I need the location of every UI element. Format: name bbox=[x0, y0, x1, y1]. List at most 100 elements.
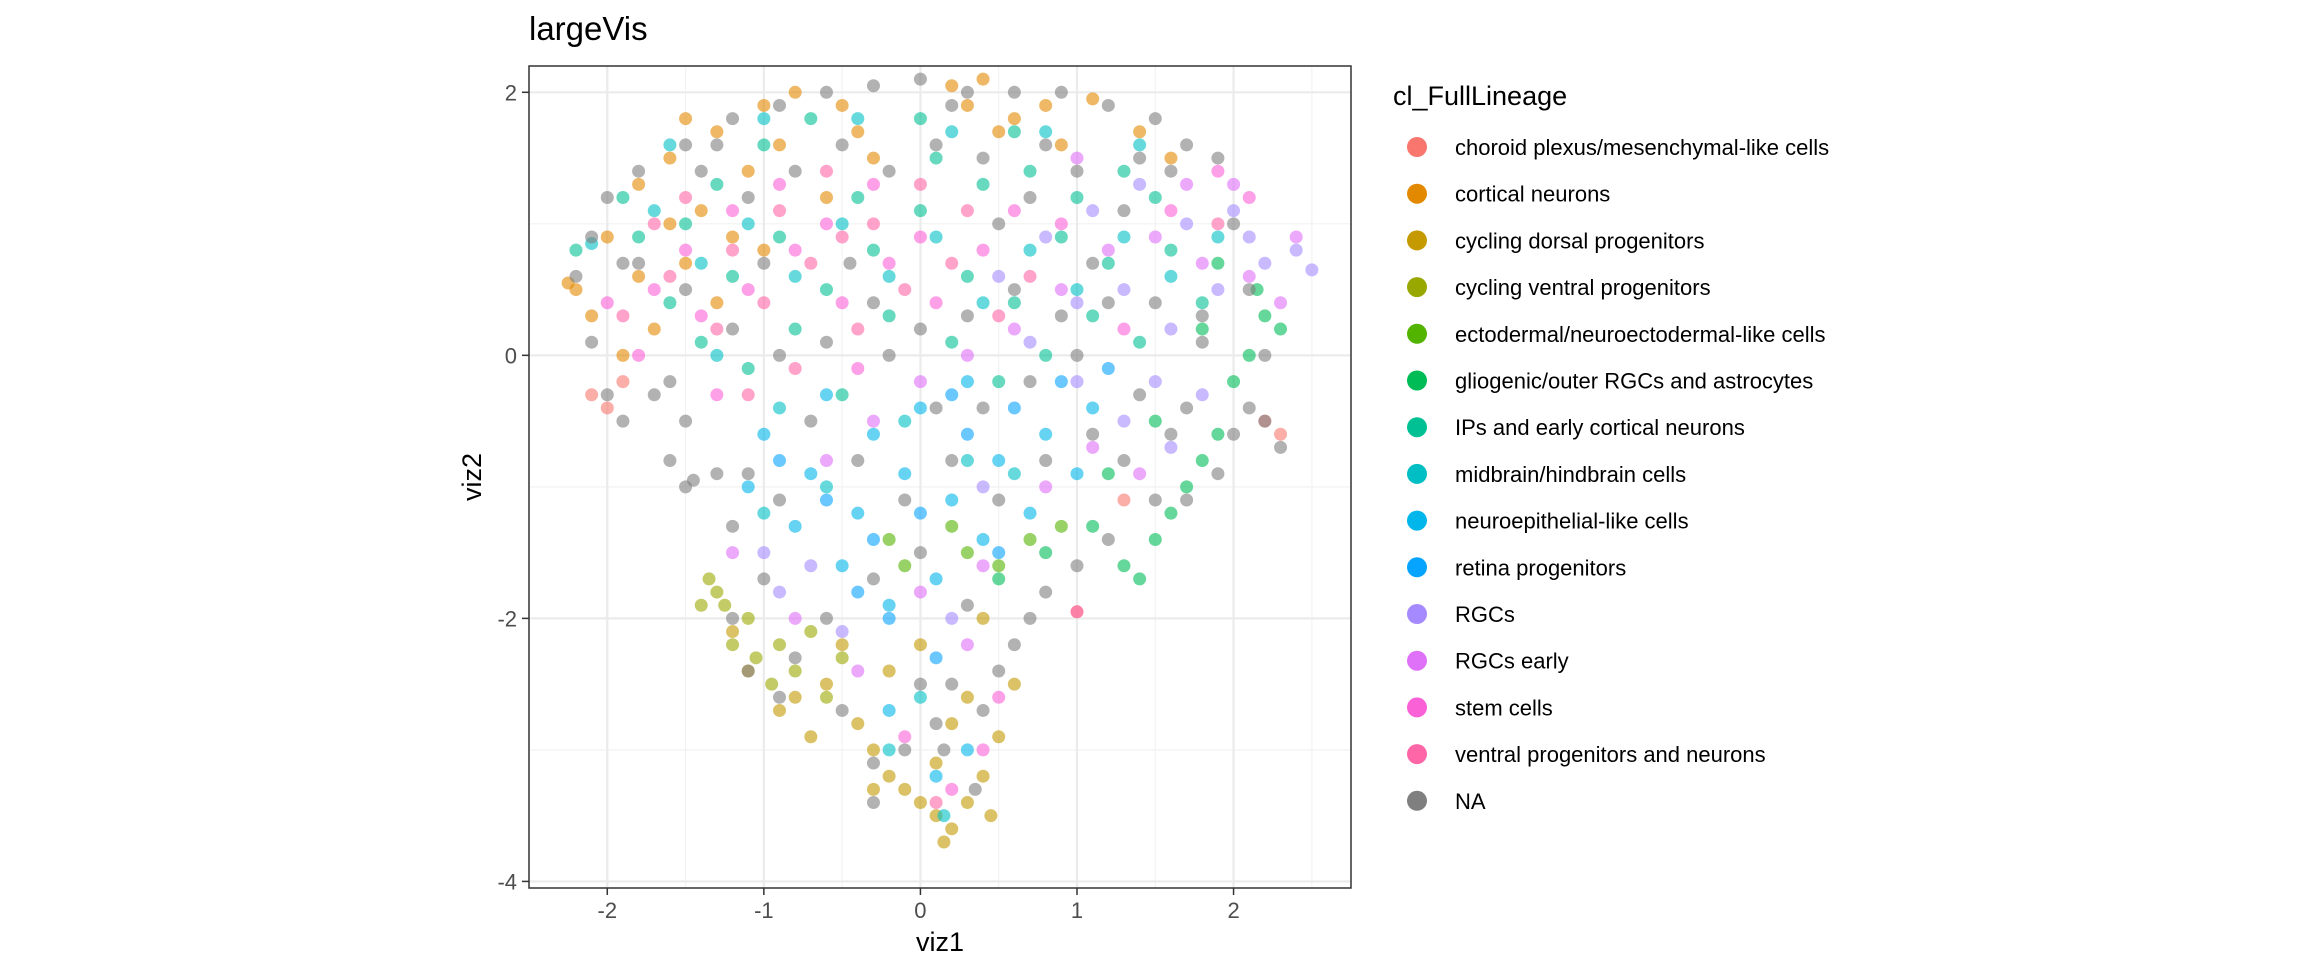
data-point bbox=[569, 269, 583, 283]
data-point bbox=[1039, 348, 1053, 362]
data-point bbox=[866, 296, 880, 310]
legend-label: choroid plexus/mesenchymal-like cells bbox=[1455, 135, 1829, 160]
data-point bbox=[1211, 151, 1225, 165]
data-point bbox=[976, 703, 990, 717]
data-point bbox=[960, 638, 974, 652]
data-point bbox=[726, 230, 740, 244]
data-point bbox=[726, 243, 740, 257]
data-point bbox=[1164, 164, 1178, 178]
data-point bbox=[882, 309, 896, 323]
data-point bbox=[1227, 217, 1241, 231]
data-point bbox=[1195, 256, 1209, 270]
data-point bbox=[929, 769, 943, 783]
legend: cl_FullLineage choroid plexus/mesenchyma… bbox=[1393, 81, 1829, 814]
data-point bbox=[1070, 605, 1084, 619]
data-point bbox=[726, 611, 740, 625]
data-point bbox=[913, 322, 927, 336]
data-point bbox=[1086, 92, 1100, 106]
data-point bbox=[773, 638, 787, 652]
series-group bbox=[992, 256, 1288, 586]
data-point bbox=[1133, 125, 1147, 139]
data-point bbox=[819, 611, 833, 625]
data-point bbox=[913, 690, 927, 704]
data-point bbox=[976, 401, 990, 415]
data-point bbox=[929, 756, 943, 770]
data-point bbox=[632, 348, 646, 362]
series-group bbox=[726, 151, 1303, 678]
data-point bbox=[1070, 296, 1084, 310]
y-tick-label: -2 bbox=[497, 606, 517, 631]
data-point bbox=[726, 269, 740, 283]
data-point bbox=[710, 388, 724, 402]
data-point bbox=[726, 204, 740, 218]
data-point bbox=[1195, 454, 1209, 468]
data-point bbox=[788, 322, 802, 336]
data-point bbox=[1180, 493, 1194, 507]
data-point bbox=[1086, 519, 1100, 533]
legend-entry: ectodermal/neuroectodermal-like cells bbox=[1407, 322, 1826, 347]
data-point bbox=[788, 85, 802, 99]
legend-label: neuroepithelial-like cells bbox=[1455, 509, 1689, 534]
data-point bbox=[679, 138, 693, 152]
data-point bbox=[992, 559, 1006, 573]
data-point bbox=[1039, 454, 1053, 468]
data-point bbox=[835, 217, 849, 231]
data-point bbox=[992, 664, 1006, 678]
data-point bbox=[686, 473, 700, 487]
data-point bbox=[976, 559, 990, 573]
data-point bbox=[1274, 440, 1288, 454]
data-point bbox=[632, 164, 646, 178]
data-point bbox=[1101, 98, 1115, 112]
data-point bbox=[694, 335, 708, 349]
data-point bbox=[851, 585, 865, 599]
data-point bbox=[741, 164, 755, 178]
data-point bbox=[835, 296, 849, 310]
data-point bbox=[945, 677, 959, 691]
data-point bbox=[804, 625, 818, 639]
data-point bbox=[1180, 401, 1194, 415]
data-point bbox=[1039, 125, 1053, 139]
data-point bbox=[1195, 322, 1209, 336]
data-point bbox=[804, 414, 818, 428]
data-point bbox=[819, 164, 833, 178]
data-point bbox=[1101, 532, 1115, 546]
data-point bbox=[882, 348, 896, 362]
data-point bbox=[710, 585, 724, 599]
legend-entry: midbrain/hindbrain cells bbox=[1407, 462, 1686, 487]
data-point bbox=[866, 572, 880, 586]
data-point bbox=[1195, 296, 1209, 310]
data-point bbox=[788, 651, 802, 665]
data-point bbox=[632, 177, 646, 191]
data-point bbox=[960, 546, 974, 560]
data-point bbox=[1164, 151, 1178, 165]
data-point bbox=[945, 335, 959, 349]
data-point bbox=[710, 125, 724, 139]
data-point bbox=[898, 730, 912, 744]
data-point bbox=[882, 769, 896, 783]
data-point bbox=[1070, 375, 1084, 389]
data-point bbox=[1070, 348, 1084, 362]
data-point bbox=[1274, 296, 1288, 310]
data-point bbox=[632, 230, 646, 244]
data-point bbox=[647, 283, 661, 297]
data-point bbox=[929, 401, 943, 415]
data-point bbox=[702, 572, 716, 586]
series-group bbox=[773, 361, 1115, 665]
data-point bbox=[663, 375, 677, 389]
data-point bbox=[718, 598, 732, 612]
data-point bbox=[898, 782, 912, 796]
data-point bbox=[976, 480, 990, 494]
legend-key bbox=[1407, 604, 1427, 624]
x-tick-label: 0 bbox=[914, 898, 926, 923]
data-point bbox=[835, 703, 849, 717]
data-point bbox=[788, 611, 802, 625]
data-point bbox=[1227, 375, 1241, 389]
data-point bbox=[773, 493, 787, 507]
data-point bbox=[882, 598, 896, 612]
data-point bbox=[945, 782, 959, 796]
data-point bbox=[913, 401, 927, 415]
data-point bbox=[976, 243, 990, 257]
legend-key bbox=[1407, 183, 1427, 204]
data-point bbox=[1211, 230, 1225, 244]
data-point bbox=[960, 204, 974, 218]
